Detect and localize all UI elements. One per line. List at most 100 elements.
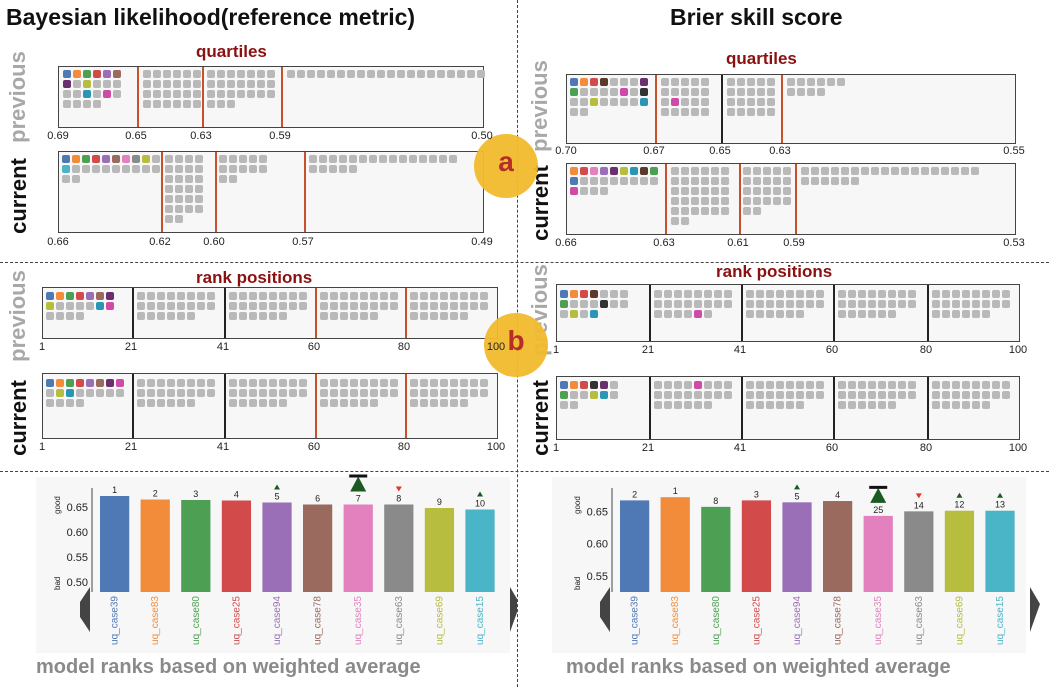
model-dot — [187, 399, 195, 407]
model-dot — [701, 207, 709, 215]
left-quartiles-previous-strip — [58, 66, 485, 128]
right-quartile-previous-tick-label: 0.63 — [769, 145, 791, 157]
strip-separator — [405, 288, 407, 338]
model-dot — [590, 300, 598, 308]
model-dot — [570, 167, 578, 175]
model-dot — [450, 379, 458, 387]
model-dot — [878, 391, 886, 399]
model-dot — [249, 302, 257, 310]
model-dot — [664, 300, 672, 308]
model-dot — [753, 197, 761, 205]
model-dot — [327, 70, 335, 78]
model-dot — [116, 379, 124, 387]
right-rank-previous-tick-label: 80 — [919, 344, 933, 356]
model-dot — [340, 389, 348, 397]
model-dot — [674, 391, 682, 399]
model-dot — [721, 207, 729, 215]
model-dot — [480, 389, 488, 397]
model-dot — [610, 167, 618, 175]
category-label: uq_case35 — [873, 596, 884, 645]
marker-b: b — [484, 313, 548, 377]
model-dot — [420, 379, 428, 387]
rank-label: 7 — [356, 494, 361, 504]
left-bar-chart: 0.50 0.55 0.60 0.65 good bad 1 uq_case39 2 uq_cas… — [53, 474, 517, 645]
model-dot — [684, 401, 692, 409]
model-dot — [340, 302, 348, 310]
model-dot — [786, 391, 794, 399]
model-dot — [630, 88, 638, 96]
model-dot — [888, 401, 896, 409]
model-dot — [66, 379, 74, 387]
model-dot — [185, 175, 193, 183]
model-dot — [259, 302, 267, 310]
model-dot — [600, 290, 608, 298]
model-dot — [756, 300, 764, 308]
right-rank-previous-tick-label: 41 — [733, 344, 747, 356]
bar — [863, 515, 893, 592]
model-dot — [753, 207, 761, 215]
model-dot — [580, 300, 588, 308]
left-rank-previous-tick-label: 1 — [38, 341, 46, 353]
left-rank-current-label: current — [6, 380, 31, 456]
right-quartile-current-tick-label: 0.61 — [727, 237, 749, 249]
model-dot — [908, 300, 916, 308]
model-dot — [796, 401, 804, 409]
model-dot — [610, 78, 618, 86]
model-dot — [217, 100, 225, 108]
model-dot — [664, 391, 672, 399]
left-rank-previous-label: previous — [5, 270, 30, 362]
model-dot — [167, 292, 175, 300]
model-dot — [299, 389, 307, 397]
model-dot — [952, 381, 960, 389]
right-rank-current-tick-label: 21 — [641, 442, 655, 454]
strip-separator — [655, 75, 657, 143]
model-dot — [992, 300, 1000, 308]
model-dot — [654, 310, 662, 318]
model-dot — [122, 155, 130, 163]
model-dot — [704, 401, 712, 409]
model-dot — [982, 381, 990, 389]
trend-up-icon — [350, 476, 367, 492]
model-dot — [837, 78, 845, 86]
model-dot — [116, 389, 124, 397]
model-dot — [173, 100, 181, 108]
model-dot — [942, 381, 950, 389]
model-dot — [671, 98, 679, 106]
model-dot — [691, 108, 699, 116]
model-dot — [112, 155, 120, 163]
model-dot — [390, 389, 398, 397]
model-dot — [801, 177, 809, 185]
model-dot — [239, 165, 247, 173]
model-dot — [724, 381, 732, 389]
model-dot — [671, 187, 679, 195]
model-dot — [153, 90, 161, 98]
category-label: uq_case25 — [751, 596, 762, 645]
rank-label: 3 — [754, 489, 759, 499]
model-dot — [259, 379, 267, 387]
model-dot — [570, 177, 578, 185]
model-dot — [93, 70, 101, 78]
model-dot — [165, 215, 173, 223]
model-dot — [590, 177, 598, 185]
model-dot — [783, 167, 791, 175]
model-dot — [103, 90, 111, 98]
model-dot — [888, 391, 896, 399]
model-dot — [753, 167, 761, 175]
model-dot — [972, 290, 980, 298]
model-dot — [62, 165, 70, 173]
model-dot — [229, 389, 237, 397]
category-label: uq_case15 — [475, 596, 486, 645]
model-dot — [93, 90, 101, 98]
model-dot — [691, 177, 699, 185]
model-dot — [747, 78, 755, 86]
model-dot — [320, 302, 328, 310]
model-dot — [600, 391, 608, 399]
model-dot — [763, 187, 771, 195]
model-dot — [891, 167, 899, 175]
model-dot — [86, 379, 94, 387]
model-dot — [681, 78, 689, 86]
model-dot — [360, 292, 368, 300]
y-tick-label: 0.55 — [587, 571, 608, 583]
trend-up-icon — [997, 492, 1004, 498]
right-rank-current-tick-label: 41 — [733, 442, 747, 454]
